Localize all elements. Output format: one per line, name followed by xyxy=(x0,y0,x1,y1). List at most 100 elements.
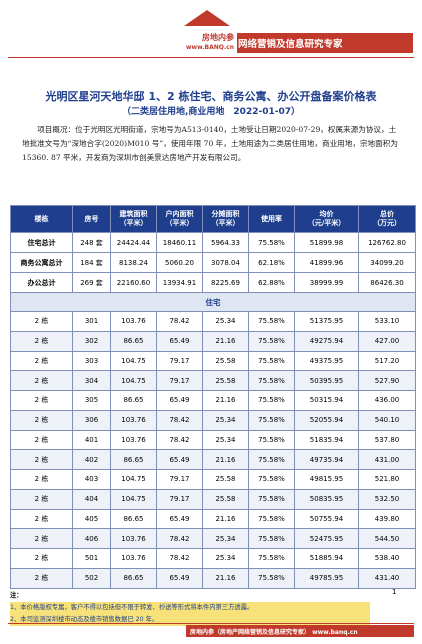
cell-area: 86.65 xyxy=(110,330,157,352)
cell-avg: 52475.95 xyxy=(294,528,359,549)
summary-cell-rate: 75.58% xyxy=(248,232,295,253)
cell-rate: 75.58% xyxy=(248,548,295,569)
summary-cell-rooms: 184 套 xyxy=(72,252,111,273)
table-row: 2 栋 404 104.75 79.17 25.58 75.58% 50835.95 532.… xyxy=(10,488,416,510)
cell-room: 301 xyxy=(72,311,111,332)
cell-area: 103.76 xyxy=(110,528,157,549)
cell-rate: 75.58% xyxy=(248,350,295,372)
cell-inner: 65.49 xyxy=(156,449,203,470)
cell-inner: 65.49 xyxy=(156,567,203,589)
cell-room: 502 xyxy=(72,567,111,589)
section-row: 住宅 xyxy=(10,292,416,312)
cell-total: 439.80 xyxy=(358,508,416,530)
cell-shared: 25.58 xyxy=(202,469,249,490)
summary-cell-total: 126762.80 xyxy=(358,232,416,253)
cell-total: 517.20 xyxy=(358,350,416,372)
cell-bld: 2 栋 xyxy=(10,409,73,431)
summary-cell-shared: 5964.33 xyxy=(202,232,249,253)
cell-rate: 75.58% xyxy=(248,409,295,431)
cell-room: 401 xyxy=(72,429,111,451)
summary-cell-area: 22160.60 xyxy=(110,272,157,293)
cell-inner: 79.17 xyxy=(156,469,203,490)
cell-inner: 78.42 xyxy=(156,311,203,332)
cell-room: 304 xyxy=(72,370,111,391)
cell-inner: 65.49 xyxy=(156,390,203,411)
cell-inner: 79.17 xyxy=(156,370,203,391)
summary-cell-rate: 62.18% xyxy=(248,252,295,273)
cell-area: 104.75 xyxy=(110,370,157,391)
column-header: 总价 （万元） xyxy=(358,205,416,233)
cell-room: 501 xyxy=(72,548,111,569)
cell-rate: 75.58% xyxy=(248,429,295,451)
cell-bld: 2 栋 xyxy=(10,330,73,352)
section-label: 住宅 xyxy=(10,292,416,312)
cell-room: 302 xyxy=(72,330,111,352)
cell-area: 86.65 xyxy=(110,508,157,530)
cell-avg: 50315.94 xyxy=(294,390,359,411)
table-row: 2 栋 502 86.65 65.49 21.16 75.58% 49785.95 431.4… xyxy=(10,567,416,589)
summary-row: 办公总计 269 套 22160.60 13934.91 8225.69 62.88% 38… xyxy=(10,272,416,293)
cell-rate: 75.58% xyxy=(248,567,295,589)
cell-avg: 49735.94 xyxy=(294,449,359,470)
summary-row: 商务公寓总计 184 套 8138.24 5060.20 3078.04 62.18% 41… xyxy=(10,252,416,273)
cell-total: 436.00 xyxy=(358,390,416,411)
table-row: 2 栋 406 103.76 78.42 25.34 75.58% 52475.95 544.… xyxy=(10,528,416,549)
table-row: 2 栋 306 103.76 78.42 25.34 75.58% 52055.94 540.… xyxy=(10,409,416,431)
cell-avg: 51835.94 xyxy=(294,429,359,451)
summary-cell-avg: 51899.98 xyxy=(294,232,359,253)
table-row: 2 栋 401 103.76 78.42 25.34 75.58% 51835.94 537.… xyxy=(10,429,416,451)
house-logo-icon xyxy=(184,10,230,50)
cell-shared: 25.34 xyxy=(202,311,249,332)
page-header: 房地内参 www.BANQ.cn 网络营销及信息研究专家 xyxy=(0,0,422,70)
cell-inner: 78.42 xyxy=(156,528,203,549)
page-title: 光明区星河天地华邸 1、2 栋住宅、商务公寓、办公开盘备案价格表 xyxy=(45,90,377,103)
cell-bld: 2 栋 xyxy=(10,311,73,332)
summary-cell-inner: 5060.20 xyxy=(156,252,203,273)
summary-cell-avg: 41899.96 xyxy=(294,252,359,273)
cell-bld: 2 栋 xyxy=(10,508,73,530)
summary-cell-label: 办公总计 xyxy=(10,272,73,293)
table-row: 2 栋 301 103.76 78.42 25.34 75.58% 51375.95 533.… xyxy=(10,311,416,332)
cell-rate: 75.58% xyxy=(248,469,295,490)
cell-room: 402 xyxy=(72,449,111,470)
cell-area: 104.75 xyxy=(110,350,157,372)
cell-inner: 78.42 xyxy=(156,409,203,431)
table-row: 2 栋 403 104.75 79.17 25.58 75.58% 49815.95 521.… xyxy=(10,469,416,490)
summary-cell-area: 8138.24 xyxy=(110,252,157,273)
footer-divider xyxy=(8,623,414,624)
column-header: 户内面积 （平米） xyxy=(156,205,203,233)
cell-bld: 2 栋 xyxy=(10,469,73,490)
cell-total: 540.10 xyxy=(358,409,416,431)
cell-total: 521.80 xyxy=(358,469,416,490)
summary-cell-rooms: 269 套 xyxy=(72,272,111,293)
summary-cell-total: 34099.20 xyxy=(358,252,416,273)
summary-row: 住宅总计 248 套 24424.44 18460.11 5964.33 75.58% 51… xyxy=(10,232,416,253)
cell-rate: 75.58% xyxy=(248,390,295,411)
table-header-row: 楼栋 房号 建筑面积 （平米） 户内面积 （平米） 分摊面积 （平米） 使用率 均价 （元/… xyxy=(10,205,416,233)
cell-shared: 25.58 xyxy=(202,370,249,391)
cell-area: 86.65 xyxy=(110,390,157,411)
cell-bld: 2 栋 xyxy=(10,390,73,411)
cell-avg: 50395.95 xyxy=(294,370,359,391)
cell-room: 405 xyxy=(72,508,111,530)
cell-shared: 25.58 xyxy=(202,350,249,372)
cell-bld: 2 栋 xyxy=(10,429,73,451)
column-header: 建筑面积 （平米） xyxy=(110,205,157,233)
table-row: 2 栋 405 86.65 65.49 21.16 75.58% 50755.94 439.8… xyxy=(10,508,416,530)
cell-total: 431.00 xyxy=(358,449,416,470)
summary-cell-rate: 62.88% xyxy=(248,272,295,293)
page-number: 1 xyxy=(392,588,397,596)
cell-rate: 75.58% xyxy=(248,311,295,332)
cell-bld: 2 栋 xyxy=(10,370,73,391)
column-header: 均价 （元/平米） xyxy=(294,205,359,233)
cell-shared: 21.16 xyxy=(202,567,249,589)
cell-total: 544.50 xyxy=(358,528,416,549)
cell-bld: 2 栋 xyxy=(10,528,73,549)
note-item-1: 1、本价格版权专属，客户不得以包括但不限于转发、抄送等形式将本件内第三方透露。 xyxy=(10,602,370,614)
cell-area: 104.75 xyxy=(110,488,157,510)
summary-cell-inner: 13934.91 xyxy=(156,272,203,293)
summary-cell-shared: 3078.04 xyxy=(202,252,249,273)
cell-inner: 78.42 xyxy=(156,548,203,569)
cell-inner: 79.17 xyxy=(156,350,203,372)
summary-cell-area: 24424.44 xyxy=(110,232,157,253)
